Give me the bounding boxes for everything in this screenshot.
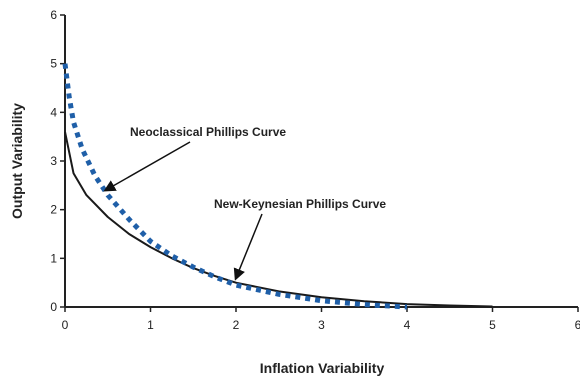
series-layer [62,63,493,310]
y-axis-title: Output Variability [9,103,25,219]
x-tick-label: 0 [62,318,69,332]
annotations: Neoclassical Phillips Curve New-Keynesia… [103,125,386,281]
x-axis-title: Inflation Variability [260,360,385,376]
x-tick-label: 5 [489,318,496,332]
y-ticks: 0 1 2 3 4 5 6 [50,8,65,314]
neoclassical-curve [62,63,408,310]
x-tick-label: 3 [318,318,325,332]
x-tick-label: 2 [233,318,240,332]
arrow-new-keynesian [233,213,263,281]
x-ticks: 0 1 2 3 4 5 6 [62,307,580,332]
x-tick-label: 4 [404,318,411,332]
y-tick-label: 1 [50,251,57,265]
annotation-neoclassical: Neoclassical Phillips Curve [130,125,286,139]
y-tick-label: 2 [50,203,57,217]
y-tick-label: 0 [50,300,57,314]
y-tick-label: 5 [50,57,57,71]
annotation-new-keynesian: New-Keynesian Phillips Curve [214,197,386,211]
x-tick-label: 1 [147,318,154,332]
y-tick-label: 6 [50,8,57,22]
x-tick-label: 6 [575,318,580,332]
arrow-neoclassical [103,141,191,192]
y-tick-label: 4 [50,105,57,119]
y-tick-label: 3 [50,154,57,168]
axes [64,15,578,308]
